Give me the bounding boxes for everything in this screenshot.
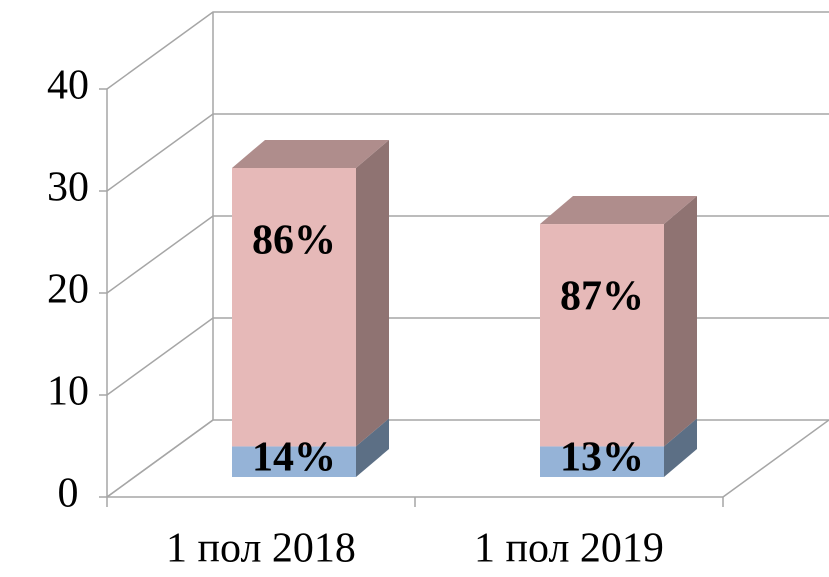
x-tick-label: 1 пол 2018 [166,526,356,572]
grid-line [106,11,829,90]
bar-front [540,446,664,477]
x-tick-label: 1 пол 2019 [474,526,664,572]
bar-side [664,418,697,477]
y-tick-label: 20 [47,267,89,313]
bar-side [664,196,697,447]
data-label: 87% [560,274,644,320]
grid-line [106,317,829,396]
floor-right-edge [722,419,829,498]
bar-side [356,418,389,477]
bar-side [356,139,389,447]
data-label: 86% [252,218,336,264]
y-tick-label: 30 [47,165,89,211]
y-tick-label: 10 [47,369,89,415]
grid-line [106,419,829,498]
bar-front [540,224,664,447]
bar-front [232,167,356,447]
grid-line [106,113,829,192]
y-tick-label: 40 [47,63,89,109]
y-tick-label: 0 [58,471,79,517]
bar-top [232,139,389,168]
grid-line [106,215,829,294]
bar-front [232,446,356,477]
data-label: 14% [252,435,336,481]
bar-top [540,196,697,225]
data-label: 13% [560,435,644,481]
